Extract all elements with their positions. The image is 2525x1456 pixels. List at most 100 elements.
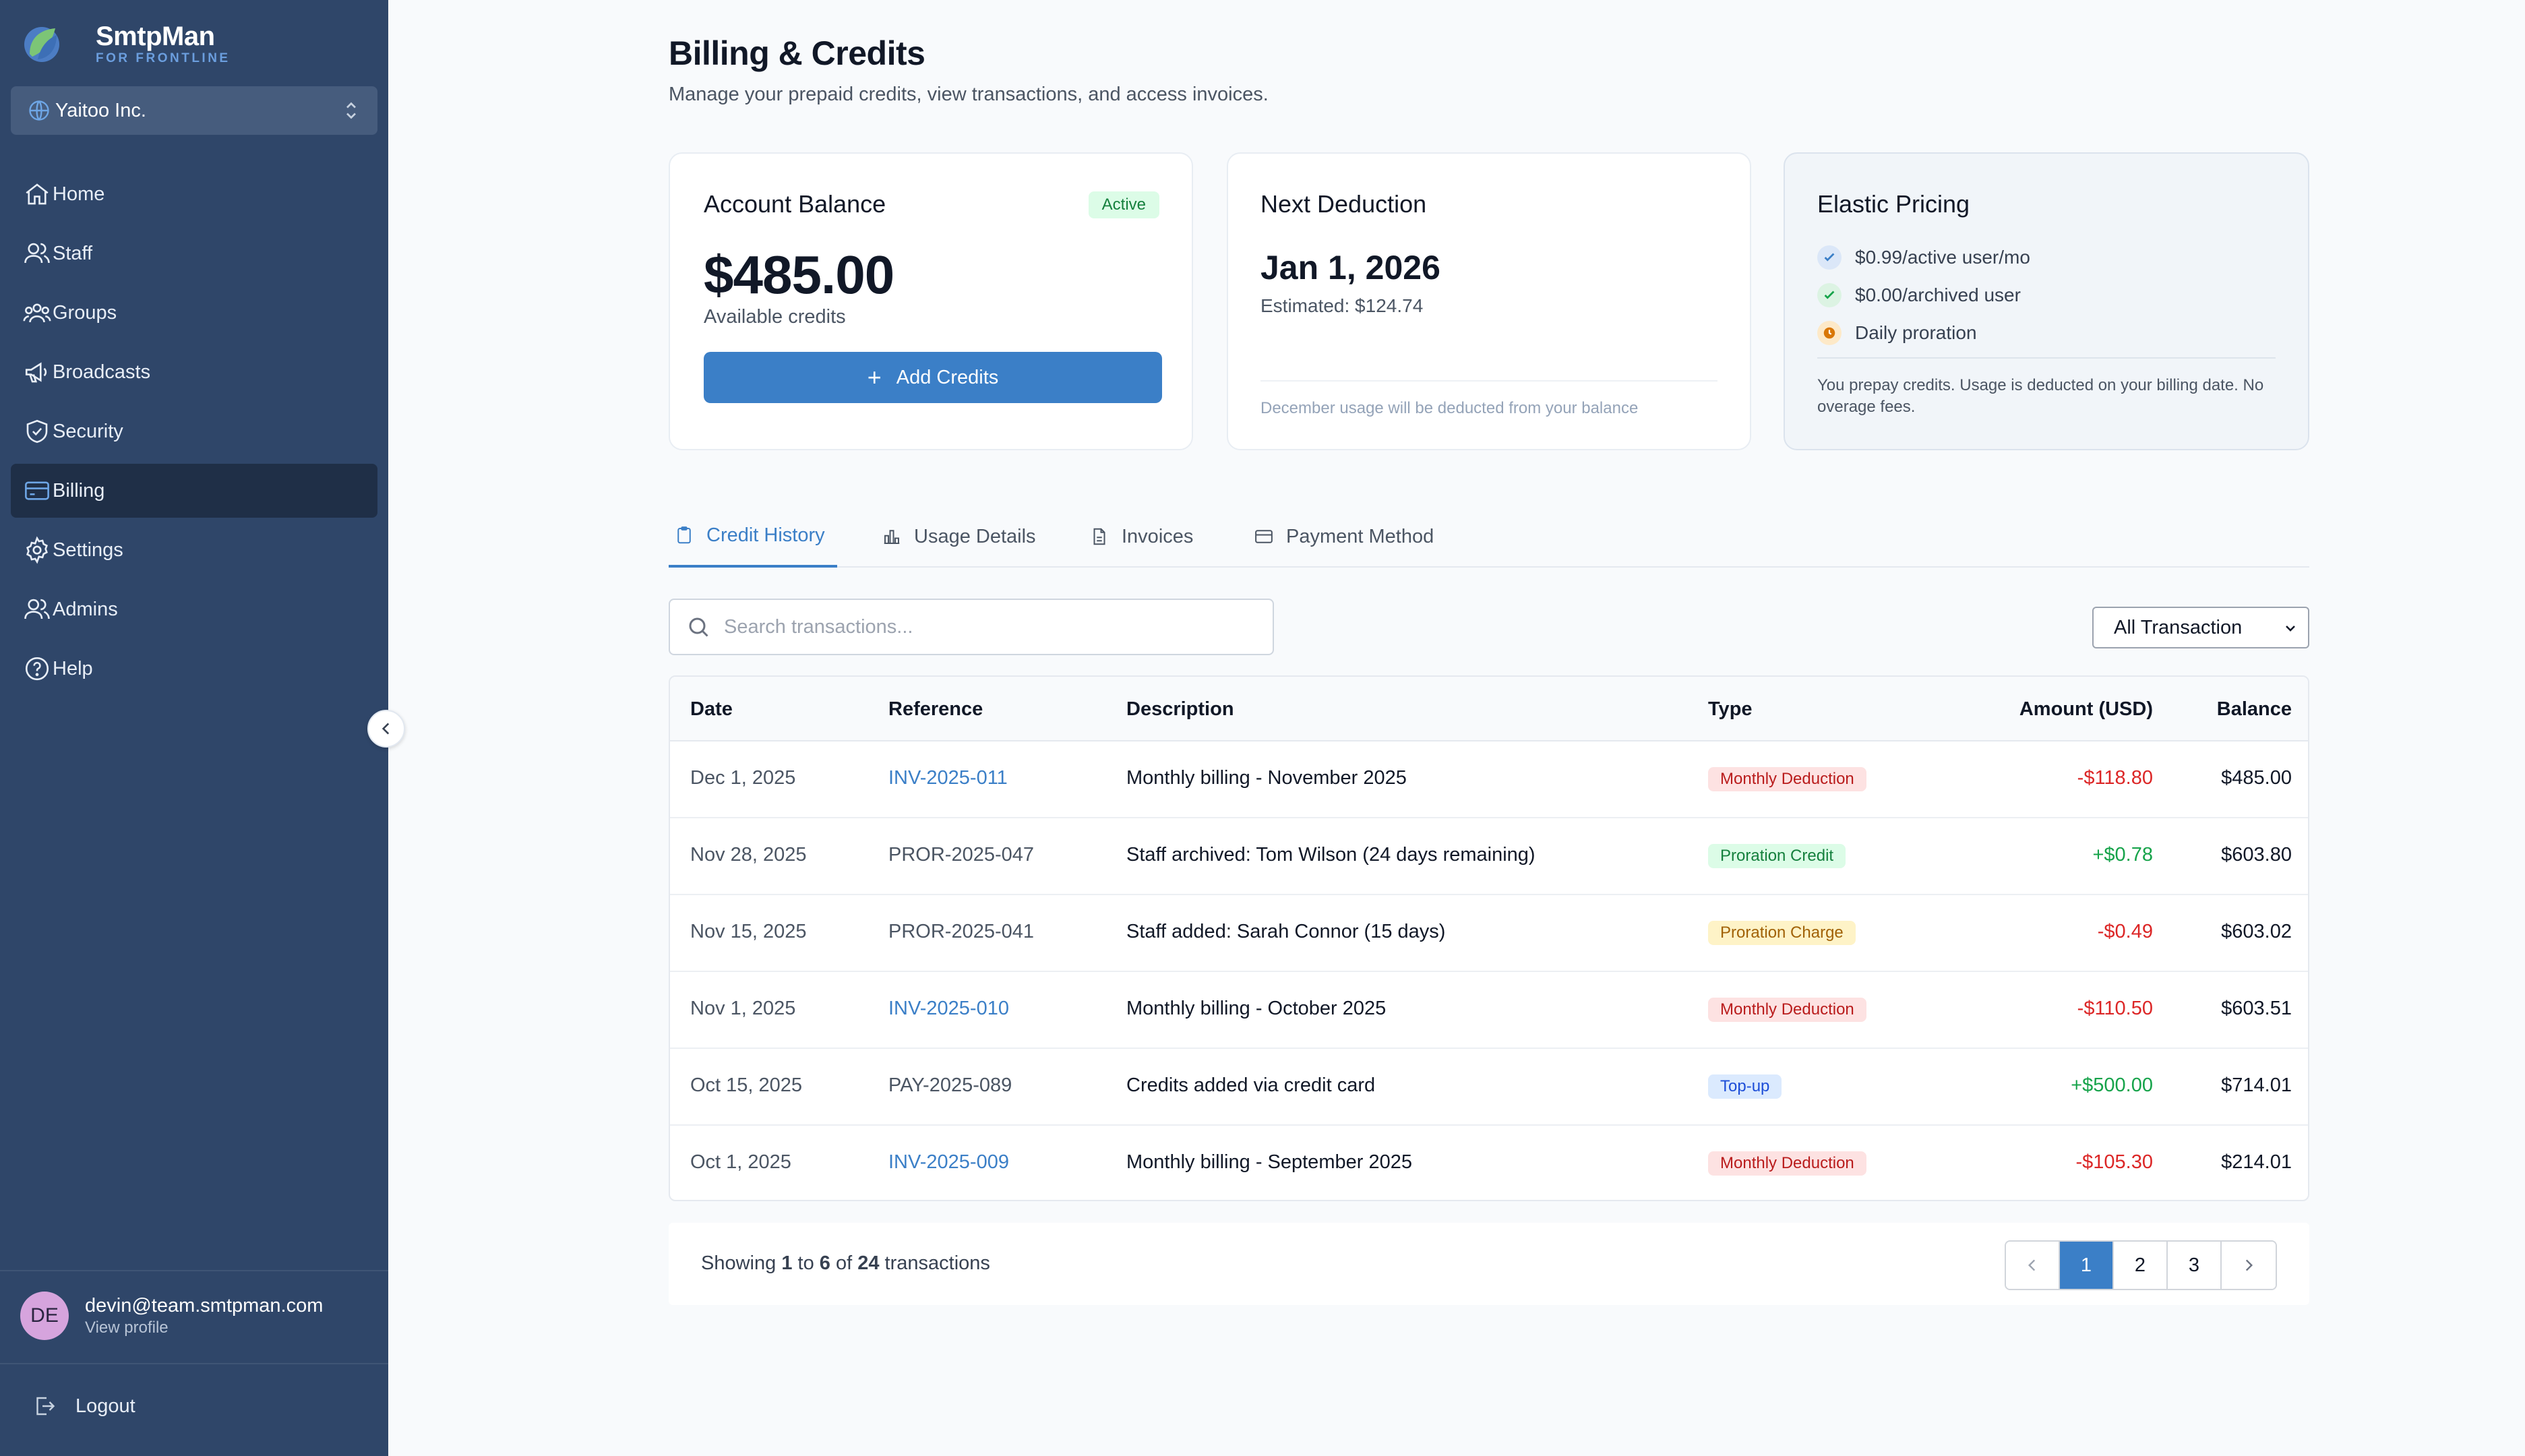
tab-invoices[interactable]: Invoices (1089, 506, 1193, 568)
main-content: Billing & Credits Manage your prepaid cr… (388, 0, 2525, 1456)
plus-icon: + (867, 363, 882, 391)
next-page-button[interactable] (2222, 1242, 2276, 1289)
row-reference-link[interactable]: INV-2025-009 (888, 1151, 1009, 1173)
clipboard-icon (677, 526, 691, 544)
brand[interactable]: SmtpMan FOR FRONTLINE (18, 18, 231, 69)
tab-payment-method[interactable]: Payment Method (1254, 506, 1434, 568)
row-balance: $214.01 (2221, 1151, 2292, 1173)
card-divider (1817, 357, 2276, 359)
card-title: Elastic Pricing (1817, 190, 1970, 218)
page-2-button[interactable]: 2 (2114, 1242, 2168, 1289)
sidebar-item-broadcasts[interactable]: Broadcasts (11, 345, 377, 399)
sidebar-item-billing[interactable]: Billing (11, 464, 377, 518)
type-badge: Monthly Deduction (1708, 998, 1866, 1022)
row-date: Oct 15, 2025 (690, 1074, 803, 1096)
sidebar-item-security[interactable]: Security (11, 404, 377, 458)
add-credits-button[interactable]: + Add Credits (704, 352, 1162, 403)
organization-name: Yaitoo Inc. (55, 99, 146, 121)
sidebar-item-help[interactable]: Help (11, 642, 377, 696)
pagination-bar: Showing 1 to 6 of 24 transactions 1 2 3 (669, 1223, 2309, 1305)
organization-selector[interactable]: Yaitoo Inc. (11, 86, 377, 135)
pricing-item-label: Daily proration (1855, 322, 1977, 343)
chevron-right-icon (2245, 1259, 2253, 1271)
table-row[interactable]: Oct 15, 2025 PAY-2025-089 Credits added … (670, 1049, 2308, 1126)
chevron-down-icon (2286, 626, 2295, 632)
sidebar-item-label: Staff (53, 242, 93, 264)
status-badge: Active (1088, 191, 1159, 218)
card-divider (1260, 380, 1717, 382)
sidebar-item-label: Settings (53, 539, 123, 561)
row-reference-link[interactable]: INV-2025-010 (888, 998, 1009, 1019)
row-description: Monthly billing - September 2025 (1126, 1151, 1412, 1173)
sidebar-item-label: Broadcasts (53, 361, 151, 383)
billing-tabs: Credit History Usage Details Invoices Pa… (669, 506, 2309, 568)
transaction-type-select[interactable]: All Transaction (2092, 607, 2309, 648)
credit-card-icon (25, 481, 49, 500)
search-input[interactable] (724, 615, 1250, 638)
table-row[interactable]: Nov 15, 2025 PROR-2025-041 Staff added: … (670, 895, 2308, 972)
document-icon (1093, 528, 1105, 545)
sidebar-item-staff[interactable]: Staff (11, 226, 377, 280)
row-reference-link[interactable]: INV-2025-011 (888, 767, 1008, 789)
sidebar: SmtpMan FOR FRONTLINE Yaitoo Inc. Home S… (0, 0, 388, 1456)
card-title: Account Balance (704, 190, 886, 218)
row-amount: -$0.49 (2097, 921, 2153, 942)
table-row[interactable]: Nov 28, 2025 PROR-2025-047 Staff archive… (670, 818, 2308, 895)
table-row[interactable]: Dec 1, 2025 INV-2025-011 Monthly billing… (670, 741, 2308, 818)
column-header-description[interactable]: Description (1126, 698, 1234, 720)
column-header-type[interactable]: Type (1708, 698, 1753, 720)
user-profile[interactable]: DE devin@team.smtpman.com View profile (20, 1292, 323, 1340)
pagination-from: 1 (781, 1252, 793, 1274)
tab-label: Usage Details (914, 525, 1036, 547)
main-navigation: Home Staff Groups Broadcasts Security Bi… (11, 167, 377, 701)
gear-icon (26, 536, 48, 564)
row-amount: -$105.30 (2075, 1151, 2154, 1173)
tab-label: Invoices (1122, 525, 1194, 547)
brand-name: SmtpMan (96, 22, 215, 51)
sidebar-item-groups[interactable]: Groups (11, 286, 377, 340)
megaphone-icon (25, 362, 47, 383)
column-header-date[interactable]: Date (690, 698, 733, 720)
deduction-note: December usage will be deducted from you… (1260, 399, 1639, 417)
sidebar-item-home[interactable]: Home (11, 167, 377, 221)
user-group-icon (23, 303, 51, 323)
row-balance: $603.51 (2221, 998, 2292, 1019)
deduction-estimate: Estimated: $124.74 (1260, 295, 1424, 316)
view-profile-link[interactable]: View profile (85, 1318, 169, 1337)
sidebar-item-label: Home (53, 183, 105, 205)
row-reference: PROR-2025-041 (888, 921, 1034, 942)
profile-email: devin@team.smtpman.com (85, 1295, 324, 1316)
pricing-item: $0.00/archived user (1817, 276, 2030, 314)
type-badge: Monthly Deduction (1708, 1151, 1866, 1176)
table-row[interactable]: Oct 1, 2025 INV-2025-009 Monthly billing… (670, 1126, 2308, 1200)
previous-page-button[interactable] (2006, 1242, 2060, 1289)
sidebar-item-admins[interactable]: Admins (11, 582, 377, 636)
column-header-reference[interactable]: Reference (888, 698, 983, 720)
page-1-button[interactable]: 1 (2060, 1242, 2114, 1289)
row-description: Staff added: Sarah Connor (15 days) (1126, 921, 1446, 942)
sidebar-item-label: Security (53, 420, 123, 442)
tab-credit-history[interactable]: Credit History (669, 506, 837, 568)
pagination-controls: 1 2 3 (2005, 1240, 2277, 1290)
collapse-sidebar-button[interactable] (367, 710, 405, 748)
tab-usage-details[interactable]: Usage Details (882, 506, 1036, 568)
pricing-item: Daily proration (1817, 314, 2030, 352)
row-description: Credits added via credit card (1126, 1074, 1376, 1096)
row-description: Monthly billing - November 2025 (1126, 767, 1407, 789)
balance-amount: $485.00 (704, 245, 894, 305)
row-amount: -$118.80 (2077, 767, 2153, 789)
pagination-suffix: transactions (884, 1252, 990, 1274)
logout-icon (36, 1397, 55, 1416)
account-balance-card: Account Balance Active $485.00 Available… (669, 152, 1193, 450)
page-3-button[interactable]: 3 (2168, 1242, 2222, 1289)
type-badge: Proration Credit (1708, 844, 1846, 868)
table-row[interactable]: Nov 1, 2025 INV-2025-010 Monthly billing… (670, 972, 2308, 1049)
column-header-balance[interactable]: Balance (2216, 698, 2292, 720)
logout-button[interactable]: Logout (32, 1394, 135, 1418)
column-header-amount[interactable]: Amount (USD) (2019, 698, 2153, 720)
transaction-type-selected: All Transaction (2114, 616, 2243, 638)
sidebar-item-settings[interactable]: Settings (11, 523, 377, 577)
card-title: Next Deduction (1260, 190, 1427, 218)
next-deduction-date: Jan 1, 2026 (1260, 249, 1440, 286)
chevron-up-down-icon (346, 102, 356, 119)
